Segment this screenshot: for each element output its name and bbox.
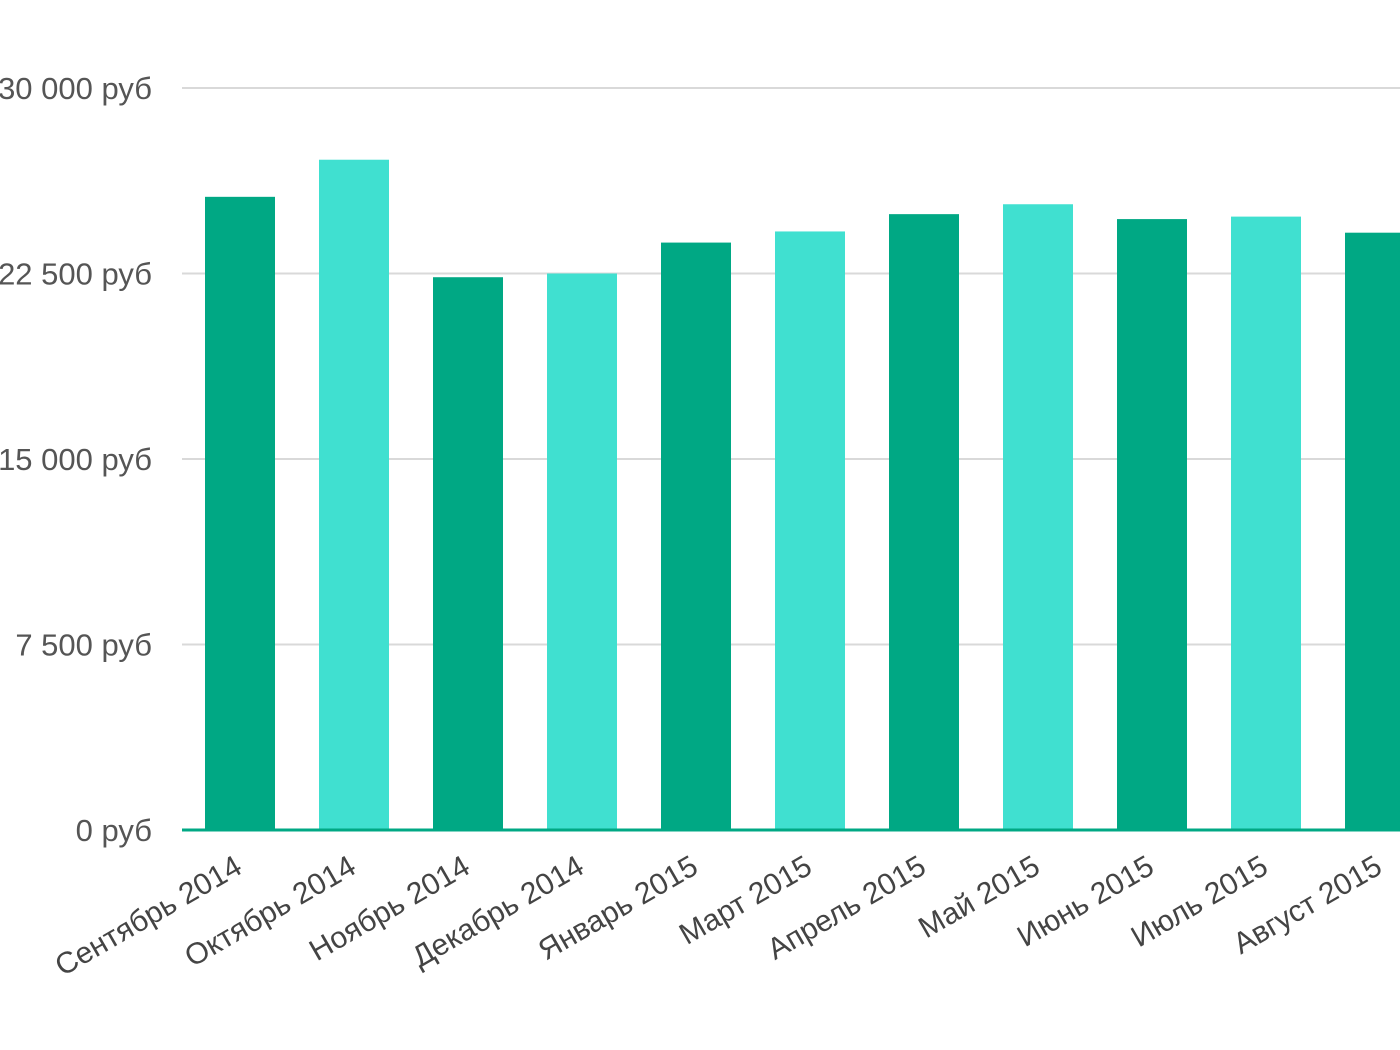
bar [775, 231, 845, 830]
x-tick-label: Сентябрь 2014 [50, 849, 248, 982]
bar [661, 242, 731, 831]
bars [205, 159, 1400, 831]
y-axis-tick-labels: 0 руб 7 500 руб 15 000 руб 22 500 руб 30 000… [0, 71, 152, 848]
y-tick-label: 7 500 руб [15, 628, 152, 663]
y-tick-label: 30 000 руб [0, 71, 152, 106]
bar [1003, 204, 1073, 830]
y-tick-label: 15 000 руб [0, 442, 152, 477]
bar [547, 273, 617, 830]
bar [319, 159, 389, 830]
y-tick-label: 22 500 руб [0, 257, 152, 292]
bar [205, 196, 275, 830]
bar [1117, 219, 1187, 830]
bar [433, 277, 503, 831]
y-tick-label: 0 руб [76, 813, 152, 848]
bar [1345, 232, 1400, 830]
bar [1231, 216, 1301, 830]
bar [889, 214, 959, 830]
